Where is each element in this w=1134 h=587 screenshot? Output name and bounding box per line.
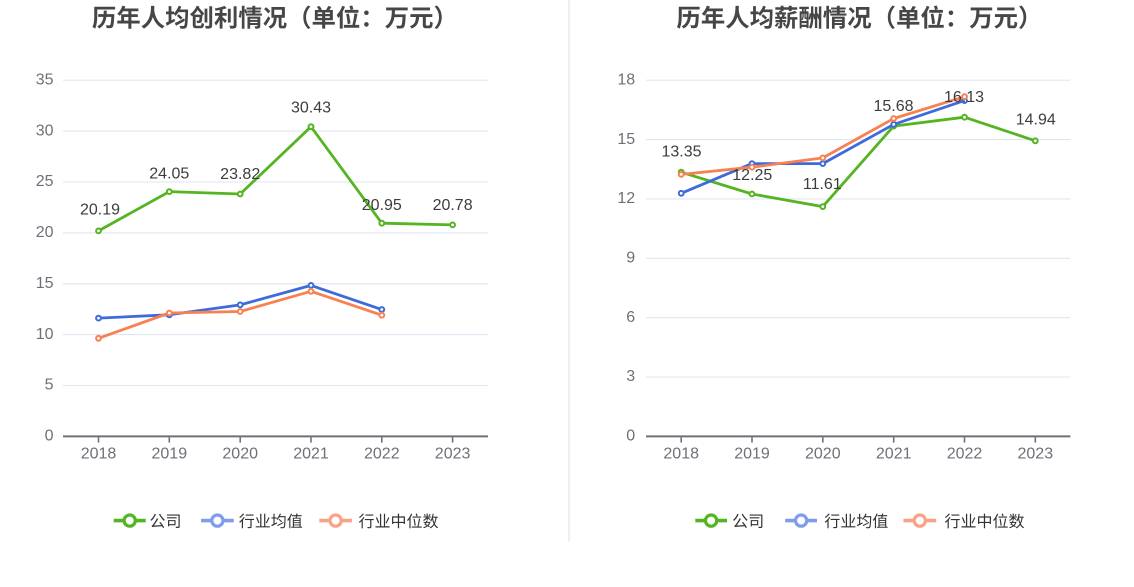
svg-text:2020: 2020 bbox=[805, 446, 841, 463]
svg-text:15.68: 15.68 bbox=[873, 98, 913, 115]
svg-text:20.19: 20.19 bbox=[80, 201, 120, 218]
svg-text:20: 20 bbox=[36, 224, 54, 241]
svg-text:25: 25 bbox=[36, 173, 54, 190]
svg-text:12.25: 12.25 bbox=[732, 167, 772, 184]
svg-text:2019: 2019 bbox=[734, 446, 770, 463]
svg-text:2021: 2021 bbox=[293, 446, 329, 463]
svg-text:20.78: 20.78 bbox=[433, 197, 473, 214]
svg-text:18: 18 bbox=[617, 71, 635, 88]
svg-text:2019: 2019 bbox=[152, 446, 188, 463]
svg-text:11.61: 11.61 bbox=[803, 176, 842, 193]
svg-text:2018: 2018 bbox=[81, 446, 117, 463]
svg-text:30: 30 bbox=[36, 122, 54, 139]
svg-text:15: 15 bbox=[36, 275, 54, 292]
svg-text:2022: 2022 bbox=[364, 446, 400, 463]
svg-text:6: 6 bbox=[626, 309, 635, 326]
svg-text:14.94: 14.94 bbox=[1016, 111, 1056, 128]
svg-text:24.05: 24.05 bbox=[149, 166, 189, 183]
svg-text:35: 35 bbox=[36, 71, 54, 88]
svg-text:12: 12 bbox=[617, 190, 635, 207]
svg-text:2018: 2018 bbox=[663, 446, 699, 463]
svg-text:2022: 2022 bbox=[947, 446, 983, 463]
svg-text:2023: 2023 bbox=[1018, 446, 1054, 463]
svg-text:0: 0 bbox=[626, 428, 635, 445]
svg-text:20.95: 20.95 bbox=[362, 197, 402, 214]
svg-text:30.43: 30.43 bbox=[291, 100, 331, 117]
svg-text:23.82: 23.82 bbox=[220, 166, 260, 183]
svg-text:10: 10 bbox=[36, 326, 54, 343]
svg-text:3: 3 bbox=[626, 368, 635, 385]
svg-text:15: 15 bbox=[617, 131, 635, 148]
svg-text:16.13: 16.13 bbox=[944, 89, 984, 106]
svg-text:2021: 2021 bbox=[876, 446, 912, 463]
svg-text:2023: 2023 bbox=[435, 446, 471, 463]
svg-text:5: 5 bbox=[45, 377, 54, 394]
svg-text:13.35: 13.35 bbox=[661, 144, 701, 161]
svg-text:0: 0 bbox=[45, 428, 54, 445]
svg-text:9: 9 bbox=[626, 250, 635, 267]
svg-text:2020: 2020 bbox=[222, 446, 258, 463]
